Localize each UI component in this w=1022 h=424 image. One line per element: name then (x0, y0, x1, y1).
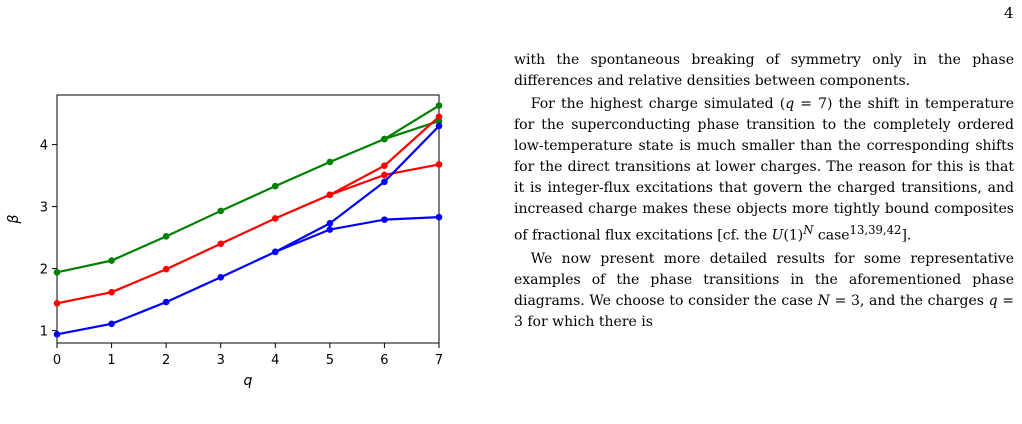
y-tick-label: 2 (40, 263, 48, 278)
series-4-point (108, 320, 115, 328)
x-tick-label: 5 (326, 353, 334, 368)
x-tick-label: 0 (53, 353, 61, 368)
series-4-point (162, 298, 170, 306)
series-2-point (162, 265, 170, 273)
series-1-point (435, 102, 443, 109)
series-4-point (435, 213, 443, 221)
x-axis-label: q (244, 373, 253, 389)
series-0-point (162, 233, 170, 240)
series-5-point (381, 178, 388, 186)
series-4-point (217, 273, 225, 281)
series-2-point (435, 161, 443, 168)
series-layer (53, 102, 443, 338)
body-text: with the spontaneous breaking of symmetr… (514, 50, 1014, 333)
y-axis-label: β (6, 214, 22, 224)
series-3-point (326, 191, 334, 199)
paragraph-1: with the spontaneous breaking of symmetr… (514, 52, 1014, 89)
series-line-1 (383, 104, 440, 140)
y-tick-label: 1 (40, 325, 48, 340)
series-4-point (326, 226, 334, 233)
paragraph-2: For the highest charge simulated (q = 7)… (514, 96, 1014, 244)
series-line-0 (56, 119, 440, 274)
x-tick-label: 7 (435, 353, 443, 368)
y-tick-label: 3 (40, 201, 48, 216)
x-tick-label: 3 (217, 353, 225, 368)
x-tick-label: 6 (380, 353, 388, 368)
page-number: 4 (1004, 4, 1014, 22)
series-4-point (53, 331, 61, 338)
series-2-point (271, 215, 279, 222)
x-ticks: 0 1 2 3 4 5 6 7 (53, 343, 443, 368)
series-2-point (53, 300, 61, 307)
series-5-point (435, 122, 443, 130)
series-line-4 (56, 216, 440, 336)
series-5-point (271, 248, 279, 256)
series-4-point (381, 216, 388, 223)
x-tick-label: 2 (162, 353, 170, 368)
series-2-point (217, 240, 225, 248)
y-ticks: 1 2 3 4 (40, 139, 57, 340)
series-1-point (381, 135, 388, 143)
y-tick-label: 4 (40, 139, 48, 154)
series-3-point (435, 113, 443, 120)
x-tick-label: 1 (107, 353, 115, 368)
series-line-2 (56, 163, 440, 305)
series-5-point (326, 220, 334, 227)
series-2-point (108, 288, 115, 296)
series-2-point (381, 171, 388, 179)
x-tick-label: 4 (271, 353, 279, 368)
series-0-point (271, 182, 279, 190)
series-0-point (108, 257, 115, 264)
series-0-point (53, 269, 61, 276)
series-line-5 (274, 125, 440, 253)
series-0-point (217, 207, 225, 215)
series-3-point (381, 162, 388, 169)
series-0-point (326, 158, 334, 166)
paragraph-3: We now present more detailed results for… (514, 250, 1014, 330)
